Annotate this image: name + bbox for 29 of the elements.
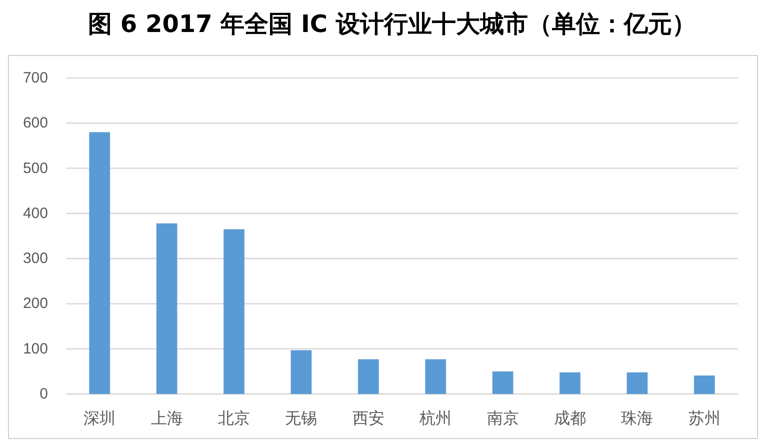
- y-tick-label: 400: [22, 204, 48, 222]
- bar: [156, 223, 178, 394]
- y-tick-label: 600: [22, 114, 48, 132]
- bar: [358, 359, 379, 394]
- y-tick-label: 200: [22, 295, 48, 312]
- y-tick-label: 0: [40, 386, 48, 402]
- x-tick-label: 深圳: [84, 410, 116, 428]
- x-tick-label: 苏州: [688, 410, 720, 428]
- x-tick-label: 北京: [218, 410, 250, 428]
- bar: [89, 132, 110, 394]
- y-tick-label: 300: [22, 250, 48, 268]
- x-tick-label: 杭州: [418, 410, 452, 428]
- chart-title: 图 6 2017 年全国 IC 设计行业十大城市（单位：亿元）: [88, 10, 696, 38]
- x-tick-label: 珠海: [621, 410, 654, 428]
- x-tick-label: 成都: [554, 410, 586, 428]
- bar: [290, 350, 312, 394]
- y-tick-label: 100: [22, 340, 48, 358]
- x-tick-label: 上海: [150, 410, 183, 428]
- y-tick-label: 700: [22, 70, 48, 86]
- bar: [425, 359, 446, 394]
- bar: [626, 372, 648, 394]
- bar: [224, 229, 244, 394]
- bar: [694, 375, 715, 394]
- x-tick-label: 无锡: [285, 410, 318, 428]
- bar: [492, 371, 514, 394]
- y-tick-label: 500: [22, 160, 48, 177]
- x-tick-label: 南京: [486, 410, 519, 428]
- bar: [560, 372, 580, 394]
- x-tick-label: 西安: [352, 410, 384, 428]
